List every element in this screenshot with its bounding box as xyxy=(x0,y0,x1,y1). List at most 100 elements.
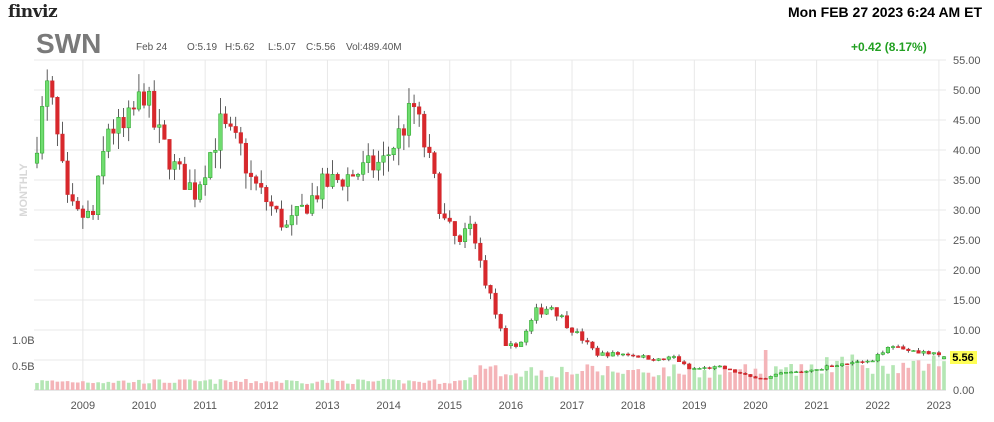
candle-body xyxy=(355,174,361,177)
volume-bar xyxy=(75,382,80,390)
volume-bar xyxy=(91,383,95,390)
candle-body xyxy=(147,90,152,106)
candle-body xyxy=(437,173,442,214)
volume-bar xyxy=(768,377,773,390)
candle-body xyxy=(819,369,824,371)
volume-bar xyxy=(819,373,824,390)
candle-body xyxy=(335,174,340,181)
candle-body xyxy=(717,365,722,368)
y-tick-label: 20.00 xyxy=(953,265,981,277)
candle-body xyxy=(279,208,284,228)
volume-bar xyxy=(549,376,554,390)
candle-body xyxy=(789,371,794,374)
candle-body xyxy=(880,352,885,355)
volume-bar xyxy=(351,383,355,390)
volume-bar xyxy=(911,360,916,390)
volume-bar xyxy=(509,375,513,390)
bar-date: Feb 24 xyxy=(136,42,168,53)
candle-body xyxy=(457,235,462,242)
volume-bar xyxy=(539,370,544,390)
volume-bar xyxy=(774,366,778,390)
candle-body xyxy=(544,308,549,315)
volume-bar xyxy=(223,380,228,390)
volume-bar xyxy=(198,381,202,390)
x-tick-label: 2023 xyxy=(927,400,951,412)
grid xyxy=(34,59,946,391)
candle-body xyxy=(682,361,687,365)
candle-body xyxy=(600,352,605,356)
volume-bar xyxy=(249,383,253,390)
candle-body xyxy=(783,372,789,374)
volume-bar xyxy=(213,383,218,390)
volume-bar xyxy=(845,365,849,390)
volume-bar xyxy=(881,365,885,390)
candle-body xyxy=(855,361,860,363)
candle-body xyxy=(926,351,931,355)
volume-bar xyxy=(396,380,401,390)
candle-body xyxy=(610,352,615,357)
volume-bar xyxy=(55,381,60,390)
candle-body xyxy=(758,377,763,380)
candle-body xyxy=(259,183,264,188)
candle-body xyxy=(488,285,493,294)
volume-bar xyxy=(656,375,661,390)
volume-bar xyxy=(514,373,518,390)
datetime: Mon FEB 27 2023 6:24 AM ET xyxy=(788,4,982,20)
volume-bar xyxy=(35,382,39,390)
candle-body xyxy=(315,195,320,200)
candle-body xyxy=(840,363,845,366)
candle-body xyxy=(722,365,727,370)
candle-body xyxy=(911,350,916,352)
candle-body xyxy=(727,368,733,371)
candle-body xyxy=(585,340,590,343)
candle-body xyxy=(386,154,391,157)
finviz-logo[interactable]: finviz xyxy=(8,2,58,22)
candle-body xyxy=(483,260,488,286)
candle-body xyxy=(865,360,870,363)
candle-body xyxy=(916,350,921,354)
y-tick-label: 35.00 xyxy=(953,175,981,187)
candle-body xyxy=(141,91,147,106)
candle-body xyxy=(238,132,243,144)
volume-bar xyxy=(626,370,630,390)
candle-body xyxy=(305,204,310,214)
candle-body xyxy=(498,314,503,329)
candle-body xyxy=(376,161,381,171)
last-price-label: 5.56 xyxy=(952,352,973,364)
candle-body xyxy=(361,162,366,175)
volume-bar xyxy=(580,371,585,390)
volume-bar xyxy=(519,376,523,390)
candle-body xyxy=(503,328,508,346)
candle-body xyxy=(901,346,906,350)
volume-bar xyxy=(529,367,534,390)
candle-body xyxy=(121,117,126,129)
volume-bar xyxy=(570,374,574,390)
volume-bar xyxy=(111,382,116,390)
volume-bar xyxy=(937,366,941,390)
volume-bar xyxy=(565,372,569,390)
volume-bar xyxy=(814,369,819,390)
volume-bar xyxy=(188,379,192,390)
volume-bar xyxy=(483,368,488,390)
volume-bar xyxy=(45,380,49,390)
candle-body xyxy=(936,352,941,356)
candle-body xyxy=(91,210,96,215)
candle-body xyxy=(70,194,75,202)
candle-body xyxy=(656,358,661,361)
candle-body xyxy=(671,356,676,358)
candle-body xyxy=(218,113,223,151)
candle-body xyxy=(208,152,213,178)
volume-bar xyxy=(463,380,467,390)
volume-bar xyxy=(687,368,692,390)
volume-bar xyxy=(142,383,146,390)
volume-bar xyxy=(748,373,753,390)
volume-bar xyxy=(417,381,421,390)
candle-body xyxy=(248,172,254,177)
candle-body xyxy=(896,346,901,348)
volume-bar xyxy=(641,372,646,390)
candle-body xyxy=(152,90,157,128)
volume-bar xyxy=(503,374,508,390)
volume-bar xyxy=(132,382,136,390)
candle-body xyxy=(157,124,162,128)
